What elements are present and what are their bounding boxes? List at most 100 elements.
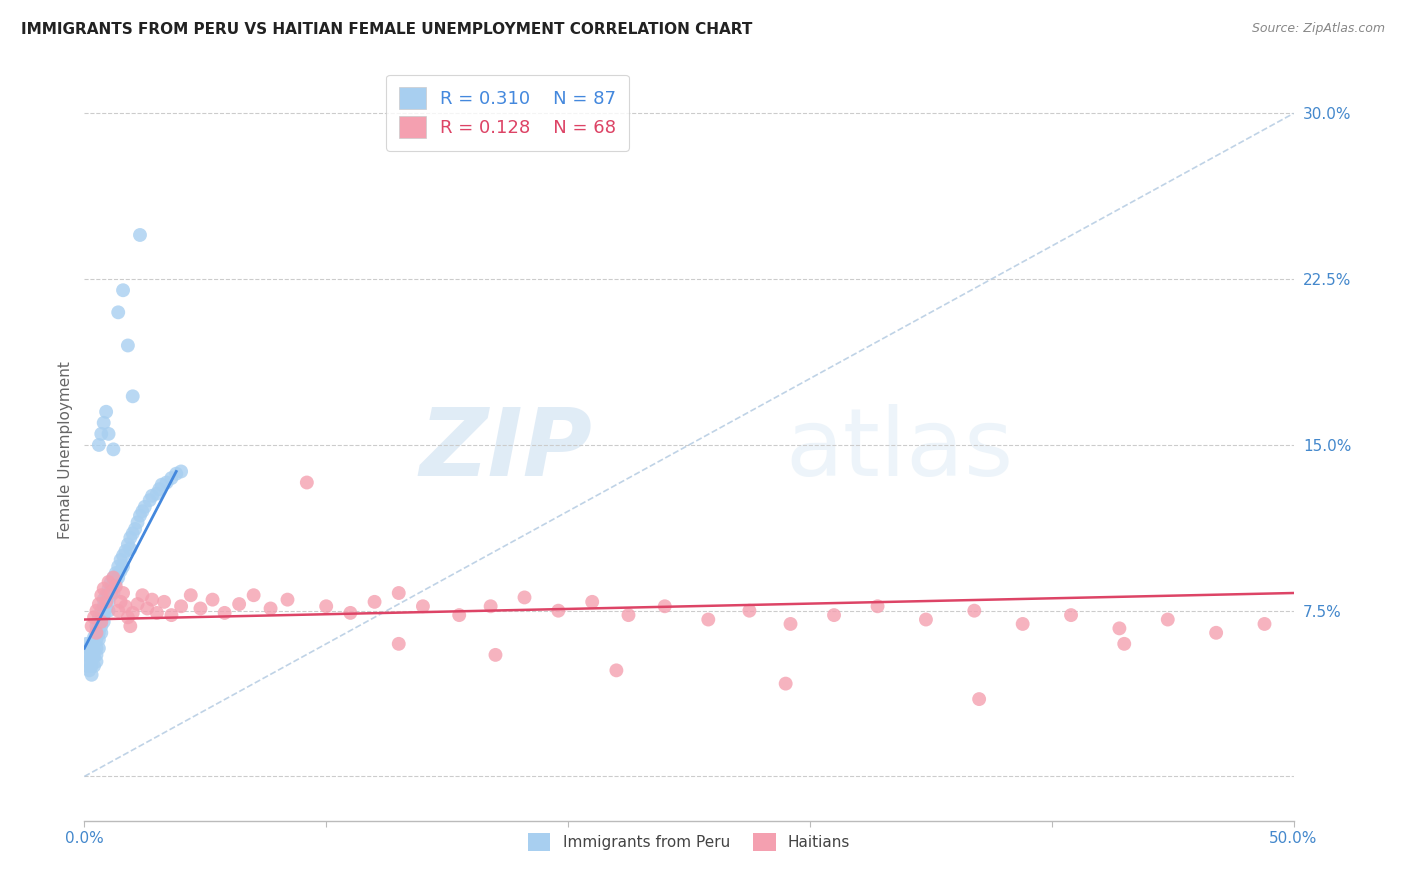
- Point: [121, 389, 143, 403]
- Point: [138, 493, 160, 508]
- Point: [94, 595, 117, 609]
- Point: [90, 426, 112, 441]
- Point: [697, 613, 720, 627]
- Point: [76, 648, 98, 662]
- Point: [112, 549, 135, 563]
- Point: [160, 471, 183, 485]
- Point: [86, 619, 108, 633]
- Point: [127, 516, 149, 530]
- Point: [103, 570, 125, 584]
- Point: [77, 655, 100, 669]
- Point: [110, 564, 132, 578]
- Point: [100, 586, 122, 600]
- Point: [214, 606, 236, 620]
- Point: [112, 586, 135, 600]
- Point: [315, 599, 337, 614]
- Point: [148, 482, 170, 496]
- Point: [104, 579, 127, 593]
- Point: [94, 588, 117, 602]
- Point: [93, 608, 115, 623]
- Point: [228, 597, 250, 611]
- Point: [180, 588, 202, 602]
- Point: [1157, 613, 1180, 627]
- Point: [86, 604, 108, 618]
- Y-axis label: Female Unemployment: Female Unemployment: [58, 361, 73, 540]
- Point: [86, 632, 108, 647]
- Point: [103, 570, 125, 584]
- Point: [87, 597, 110, 611]
- Point: [479, 599, 502, 614]
- Point: [86, 625, 108, 640]
- Point: [775, 676, 797, 690]
- Point: [1205, 625, 1227, 640]
- Point: [170, 465, 193, 479]
- Text: ZIP: ZIP: [419, 404, 592, 497]
- Point: [1253, 616, 1275, 631]
- Point: [112, 559, 135, 574]
- Point: [449, 608, 471, 623]
- Point: [513, 591, 536, 605]
- Point: [107, 570, 129, 584]
- Point: [87, 610, 110, 624]
- Point: [617, 608, 640, 623]
- Point: [90, 588, 112, 602]
- Point: [97, 574, 120, 589]
- Point: [581, 595, 603, 609]
- Point: [1108, 621, 1130, 635]
- Point: [97, 582, 120, 596]
- Point: [77, 648, 100, 662]
- Point: [76, 637, 98, 651]
- Point: [120, 541, 142, 556]
- Point: [83, 643, 105, 657]
- Point: [259, 601, 281, 615]
- Point: [104, 574, 127, 589]
- Point: [915, 613, 938, 627]
- Point: [129, 508, 152, 523]
- Point: [86, 648, 108, 662]
- Point: [97, 595, 120, 609]
- Point: [77, 664, 100, 678]
- Point: [90, 615, 112, 629]
- Point: [94, 595, 117, 609]
- Point: [80, 667, 103, 681]
- Point: [141, 489, 163, 503]
- Point: [87, 641, 110, 656]
- Point: [190, 601, 212, 615]
- Point: [83, 650, 105, 665]
- Point: [134, 500, 156, 514]
- Point: [87, 619, 110, 633]
- Point: [120, 619, 142, 633]
- Point: [83, 610, 105, 624]
- Point: [93, 599, 115, 614]
- Point: [131, 504, 153, 518]
- Point: [117, 537, 139, 551]
- Point: [94, 601, 117, 615]
- Text: IMMIGRANTS FROM PERU VS HAITIAN FEMALE UNEMPLOYMENT CORRELATION CHART: IMMIGRANTS FROM PERU VS HAITIAN FEMALE U…: [21, 22, 752, 37]
- Point: [107, 305, 129, 319]
- Point: [103, 586, 125, 600]
- Point: [120, 531, 142, 545]
- Point: [90, 610, 112, 624]
- Point: [1060, 608, 1083, 623]
- Text: Source: ZipAtlas.com: Source: ZipAtlas.com: [1251, 22, 1385, 36]
- Point: [80, 637, 103, 651]
- Point: [146, 486, 169, 500]
- Point: [80, 643, 103, 657]
- Point: [242, 588, 264, 602]
- Point: [779, 616, 801, 631]
- Point: [94, 405, 117, 419]
- Point: [114, 544, 136, 558]
- Point: [121, 606, 143, 620]
- Point: [86, 655, 108, 669]
- Point: [738, 604, 761, 618]
- Point: [363, 595, 385, 609]
- Point: [963, 604, 986, 618]
- Point: [86, 625, 108, 640]
- Point: [153, 595, 176, 609]
- Point: [170, 599, 193, 614]
- Point: [1114, 637, 1136, 651]
- Point: [124, 522, 146, 536]
- Point: [547, 604, 569, 618]
- Point: [97, 604, 120, 618]
- Point: [160, 608, 183, 623]
